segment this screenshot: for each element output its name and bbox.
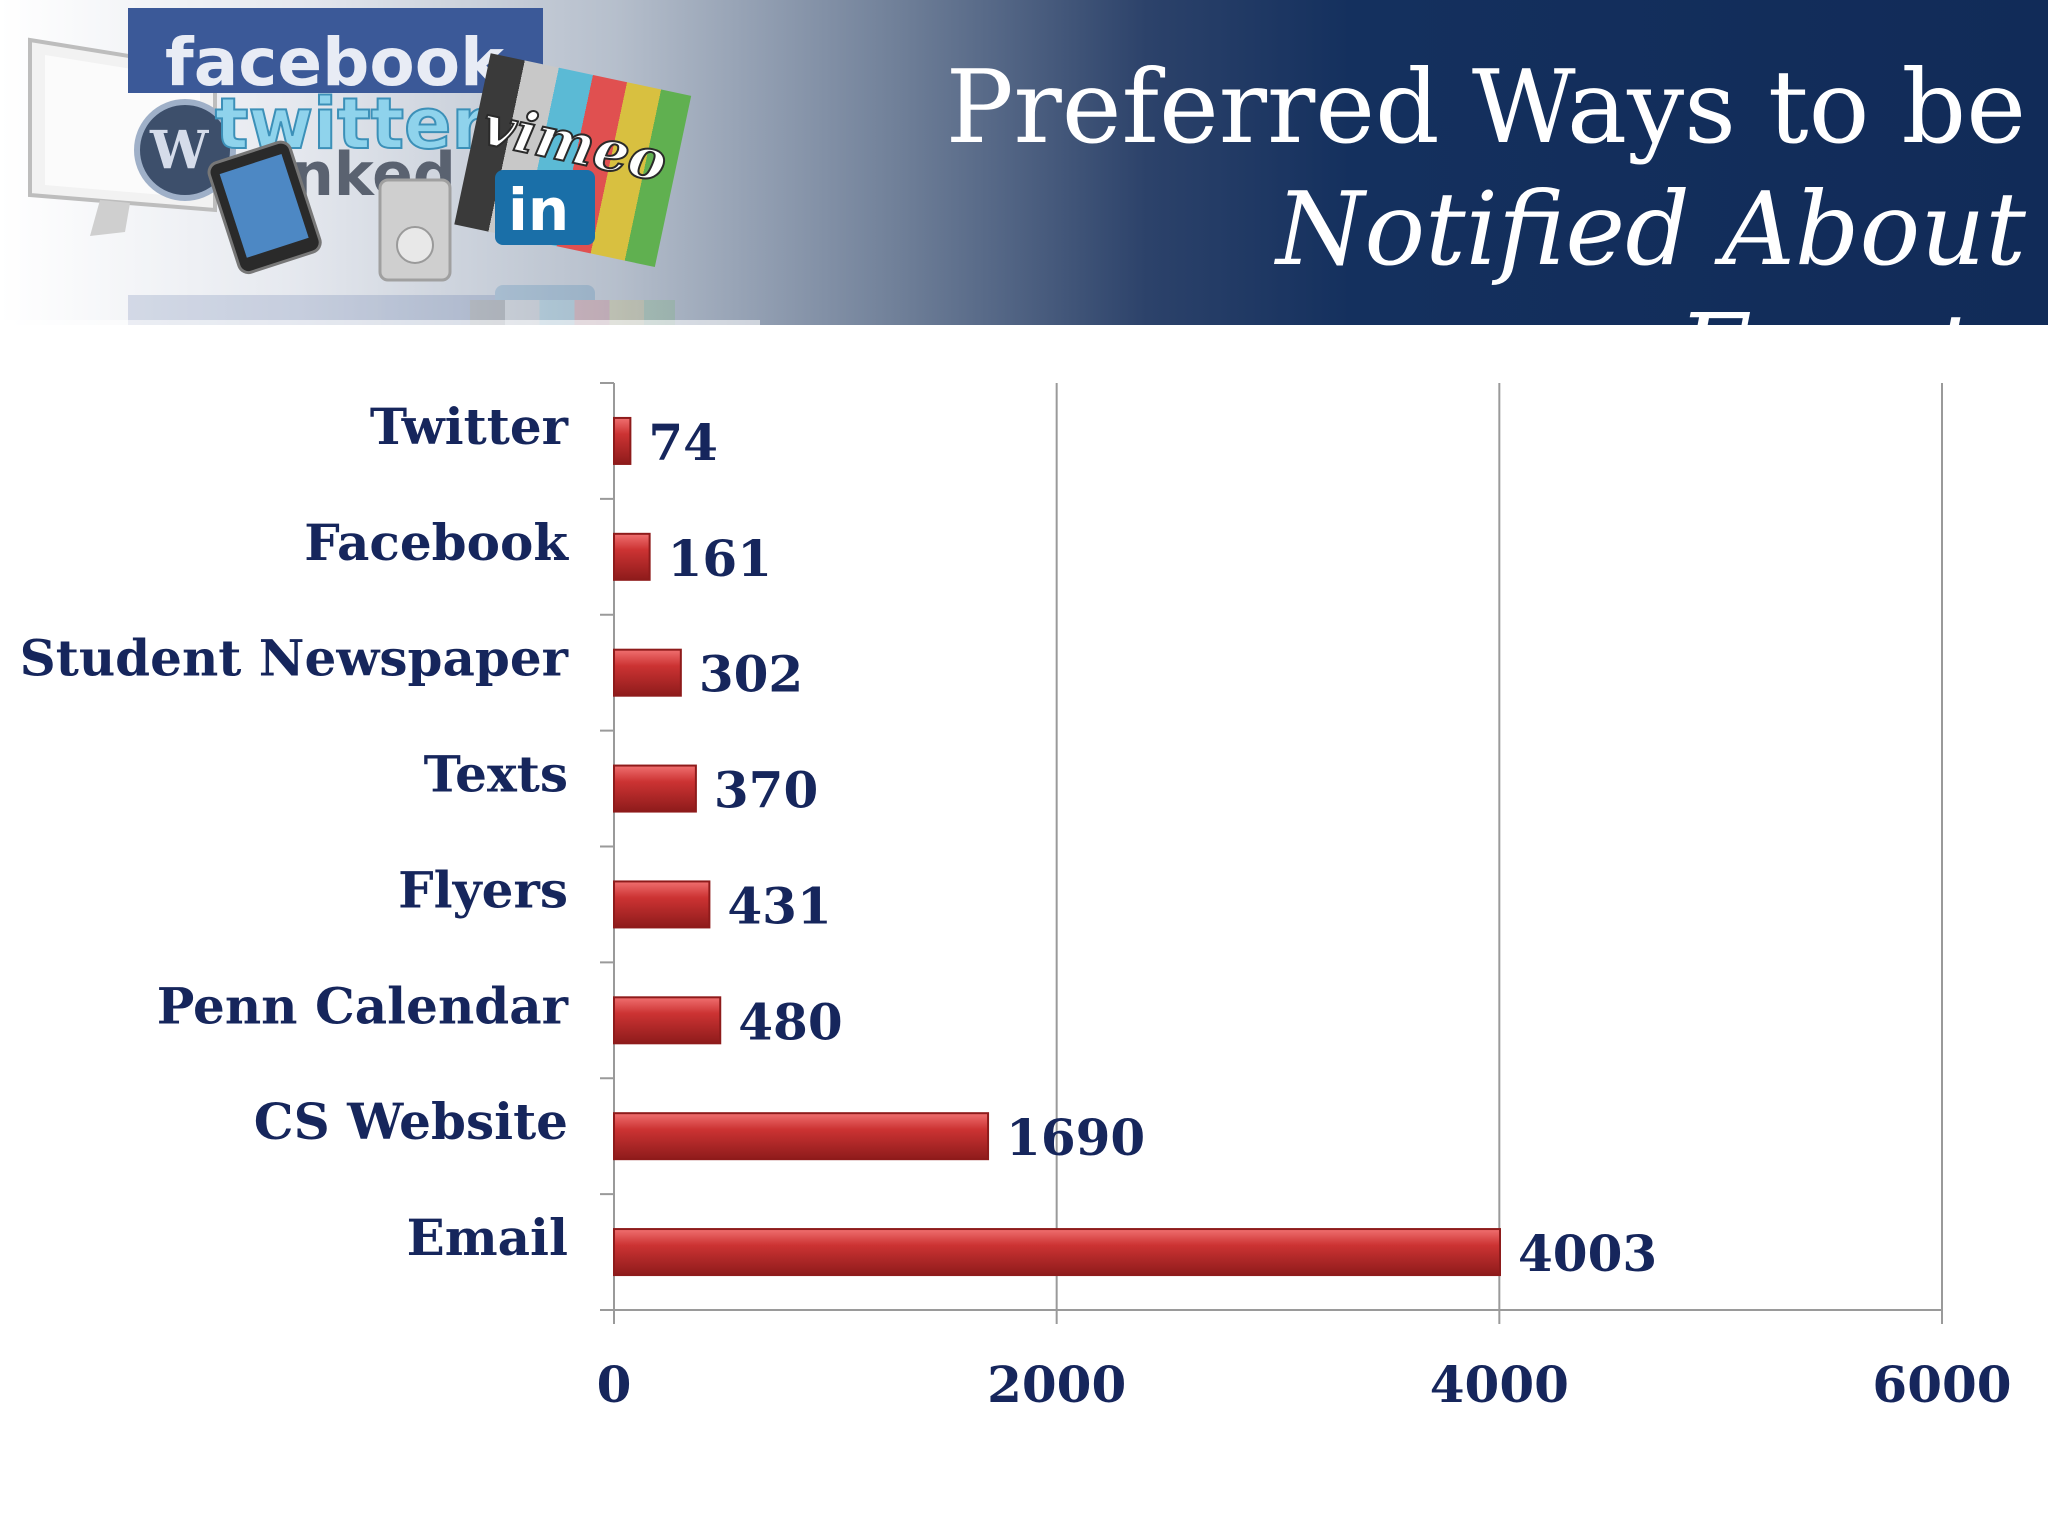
x-tick-label: 2000 xyxy=(987,1355,1126,1414)
bar-twitter xyxy=(613,416,632,465)
x-tick-label: 0 xyxy=(597,1355,632,1414)
data-label: 1690 xyxy=(1006,1108,1145,1167)
gridlines xyxy=(1055,383,1943,1310)
category-label: CS Website xyxy=(254,1092,568,1151)
bar-penn-calendar xyxy=(613,996,722,1045)
bar-texts xyxy=(613,764,697,813)
social-media-collage-icon: facebook W twitter linked vimeo in xyxy=(0,8,760,325)
bar-flyers xyxy=(613,880,711,929)
slide-title: Preferred Ways to be Notified About Even… xyxy=(926,46,2026,325)
category-label: Twitter xyxy=(370,397,569,456)
data-label: 161 xyxy=(668,529,772,588)
bar-email xyxy=(613,1228,1501,1277)
title-line-1: Preferred Ways to be xyxy=(945,48,2026,166)
bar-facebook xyxy=(613,532,651,581)
x-axis-tick-labels: 0 2000 4000 6000 xyxy=(597,1355,2012,1414)
category-label: Student Newspaper xyxy=(20,629,569,688)
category-label: Facebook xyxy=(304,513,569,572)
category-label: Flyers xyxy=(398,860,568,919)
category-label: Email xyxy=(407,1208,568,1267)
bar-cs-website xyxy=(613,1112,990,1161)
data-label: 74 xyxy=(648,413,718,472)
bar-student-newspaper xyxy=(613,648,682,697)
axes xyxy=(600,382,1943,1324)
data-label: 431 xyxy=(727,876,831,935)
svg-text:W: W xyxy=(149,120,210,181)
data-label: 370 xyxy=(714,761,818,820)
category-label: Texts xyxy=(424,745,568,804)
title-line-2: Notified About Events xyxy=(1275,170,2026,325)
data-label: 302 xyxy=(699,645,803,704)
title-banner: facebook W twitter linked vimeo in Prefe… xyxy=(0,0,2048,325)
bars xyxy=(613,416,1501,1277)
data-label: 480 xyxy=(738,992,842,1051)
x-tick-label: 4000 xyxy=(1430,1355,1569,1414)
data-label: 4003 xyxy=(1518,1224,1657,1283)
collage-facebook-text: facebook xyxy=(165,24,506,101)
collage-in-text: in xyxy=(508,176,569,244)
category-label: Penn Calendar xyxy=(157,976,569,1035)
data-labels: 74 161 302 370 431 480 1690 4003 xyxy=(648,413,1657,1283)
x-tick-label: 6000 xyxy=(1872,1355,2011,1414)
category-labels: Twitter Facebook Student Newspaper Texts Fly… xyxy=(20,397,570,1267)
